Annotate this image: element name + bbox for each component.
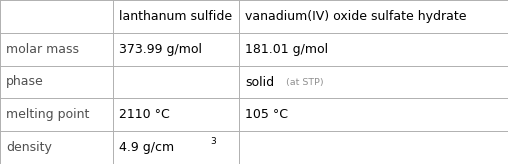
Text: lanthanum sulfide: lanthanum sulfide <box>119 10 232 23</box>
Text: molar mass: molar mass <box>6 43 79 56</box>
Text: (at STP): (at STP) <box>287 78 324 86</box>
Text: density: density <box>6 141 52 154</box>
Text: melting point: melting point <box>6 108 89 121</box>
Text: solid: solid <box>245 75 274 89</box>
Text: 3: 3 <box>211 137 216 146</box>
Text: 2110 °C: 2110 °C <box>119 108 170 121</box>
Text: vanadium(IV) oxide sulfate hydrate: vanadium(IV) oxide sulfate hydrate <box>245 10 466 23</box>
Text: 105 °C: 105 °C <box>245 108 288 121</box>
Text: 181.01 g/mol: 181.01 g/mol <box>245 43 328 56</box>
Text: phase: phase <box>6 75 44 89</box>
Text: 4.9 g/cm: 4.9 g/cm <box>119 141 174 154</box>
Text: 373.99 g/mol: 373.99 g/mol <box>119 43 202 56</box>
